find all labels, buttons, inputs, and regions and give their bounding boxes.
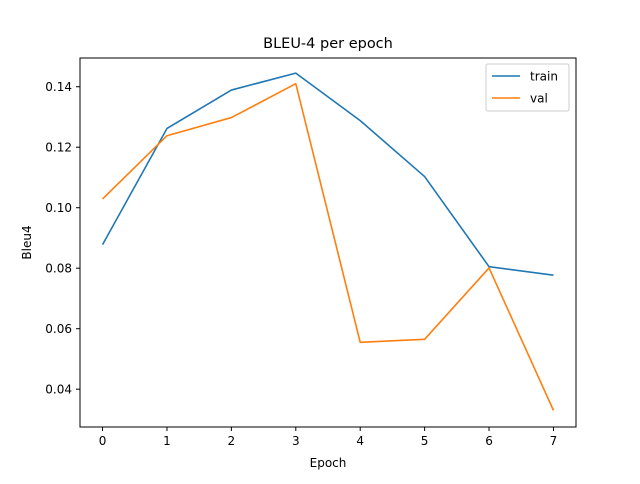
y-tick-label: 0.04 xyxy=(45,383,72,397)
y-axis-label: Bleu4 xyxy=(20,225,34,259)
x-tick-label: 5 xyxy=(421,434,429,448)
x-tick-label: 2 xyxy=(228,434,236,448)
chart-title: BLEU-4 per epoch xyxy=(263,36,393,52)
legend-label-val: val xyxy=(530,92,548,106)
x-axis-label: Epoch xyxy=(310,456,347,470)
legend-label-train: train xyxy=(530,70,558,84)
x-axis-ticks: 0 1 2 3 4 5 6 7 xyxy=(99,427,558,448)
x-tick-label: 4 xyxy=(356,434,364,448)
y-tick-label: 0.10 xyxy=(45,201,72,215)
y-axis-ticks: 0.04 0.06 0.08 0.10 0.12 0.14 xyxy=(45,80,80,397)
x-tick-label: 1 xyxy=(163,434,171,448)
x-tick-label: 7 xyxy=(550,434,558,448)
series-lines xyxy=(101,72,555,411)
y-tick-label: 0.12 xyxy=(45,141,72,155)
x-tick-label: 6 xyxy=(485,434,493,448)
series-line-val xyxy=(101,82,555,411)
series-line-train xyxy=(101,72,554,276)
y-tick-label: 0.08 xyxy=(45,262,72,276)
legend: train val xyxy=(485,63,570,112)
x-tick-label: 0 xyxy=(99,434,107,448)
y-tick-label: 0.14 xyxy=(45,80,72,94)
plot-frame xyxy=(79,57,577,428)
y-tick-label: 0.06 xyxy=(45,322,72,336)
x-tick-label: 3 xyxy=(292,434,300,448)
